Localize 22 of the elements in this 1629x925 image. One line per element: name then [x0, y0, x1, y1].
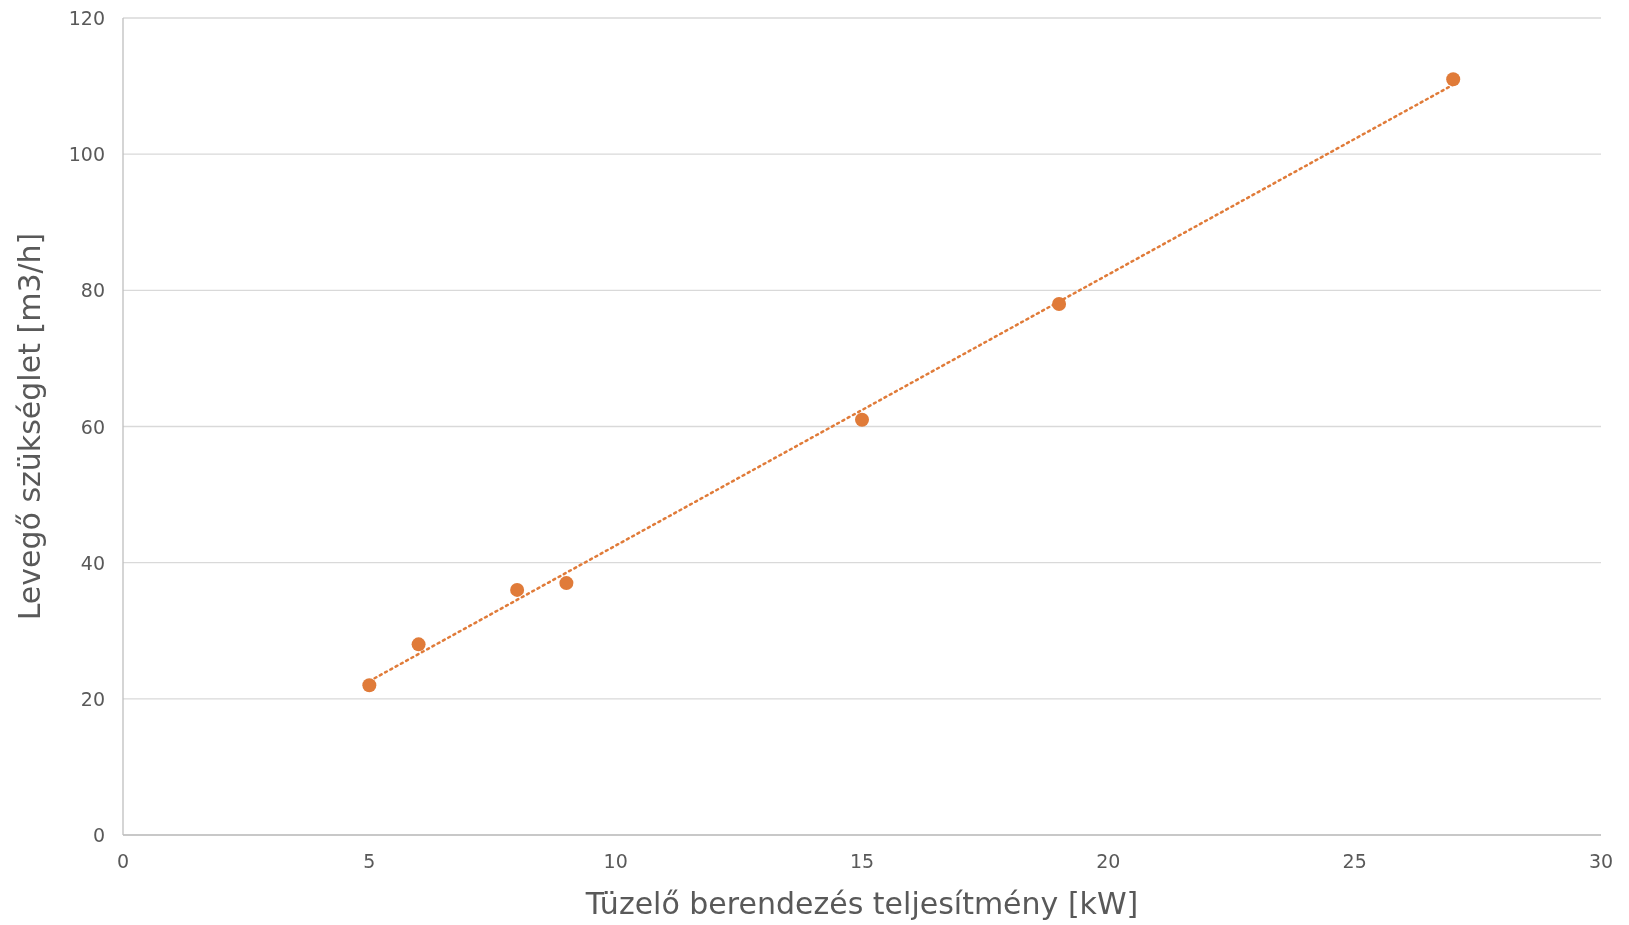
y-tick-label: 120	[68, 7, 105, 29]
y-tick-label: 20	[80, 687, 105, 710]
x-tick-label: 10	[603, 850, 628, 872]
x-tick-label: 30	[1588, 850, 1614, 872]
y-tick-label: 60	[80, 415, 105, 438]
x-tick-label: 15	[849, 850, 875, 872]
point	[411, 637, 426, 652]
x-tick-label: 25	[1342, 850, 1367, 872]
point	[559, 576, 574, 591]
y-axis-title: Levegő szükséglet [m3/h]	[12, 232, 47, 621]
y-tick-label: 100	[68, 143, 105, 166]
point	[1446, 72, 1461, 87]
point	[855, 412, 869, 427]
y-tick-label: 80	[80, 279, 105, 302]
x-tick-label: 0	[116, 850, 130, 872]
y-tick-label: 40	[80, 551, 105, 574]
point	[510, 582, 525, 597]
y-tick-label: 0	[92, 824, 105, 846]
x-tick-label: 20	[1096, 850, 1121, 872]
x-axis-title: Tüzelő berendezés teljesítmény [kW]	[584, 886, 1139, 921]
point	[362, 678, 377, 693]
x-tick-label: 5	[363, 850, 376, 872]
